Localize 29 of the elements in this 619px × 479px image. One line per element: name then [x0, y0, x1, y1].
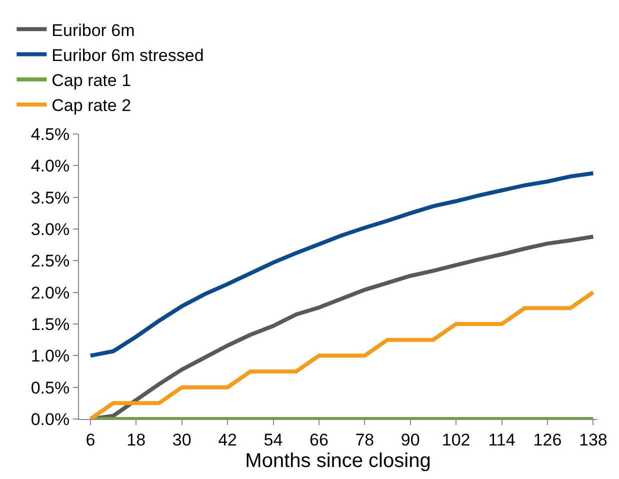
- legend-label: Cap rate 1: [52, 70, 132, 90]
- y-tick-label: 2.0%: [30, 283, 70, 302]
- x-tick-label: 78: [355, 430, 374, 450]
- y-tick-label: 3.0%: [30, 220, 70, 239]
- legend-label: Euribor 6m stressed: [52, 46, 204, 65]
- x-tick-label: 102: [442, 430, 470, 450]
- x-tick-label: 114: [488, 430, 516, 450]
- x-tick-label: 66: [310, 430, 328, 450]
- x-tick-label: 126: [533, 430, 562, 450]
- x-axis-title: Months since closing: [245, 450, 431, 472]
- y-tick-label: 4.0%: [30, 156, 70, 176]
- x-tick-label: 6: [86, 430, 96, 450]
- legend-label: Euribor 6m: [52, 20, 135, 40]
- y-tick-label: 2.5%: [30, 252, 70, 271]
- legend-label: Cap rate 2: [52, 96, 132, 116]
- x-tick-label: 138: [579, 430, 608, 450]
- x-tick-label: 90: [400, 430, 420, 450]
- y-tick-label: 1.0%: [30, 346, 70, 366]
- x-tick-label: 54: [264, 430, 283, 450]
- y-tick-label: 0.0%: [30, 410, 70, 429]
- y-tick-label: 3.5%: [30, 188, 70, 208]
- x-tick-label: 30: [172, 430, 192, 450]
- y-tick-label: 0.5%: [30, 378, 70, 398]
- y-tick-label: 1.5%: [30, 314, 70, 334]
- line-series: [88, 290, 596, 419]
- x-tick-label: 18: [126, 430, 146, 450]
- line-series: [88, 171, 596, 358]
- y-tick-label: 4.5%: [30, 124, 70, 144]
- x-tick-label: 42: [218, 430, 237, 450]
